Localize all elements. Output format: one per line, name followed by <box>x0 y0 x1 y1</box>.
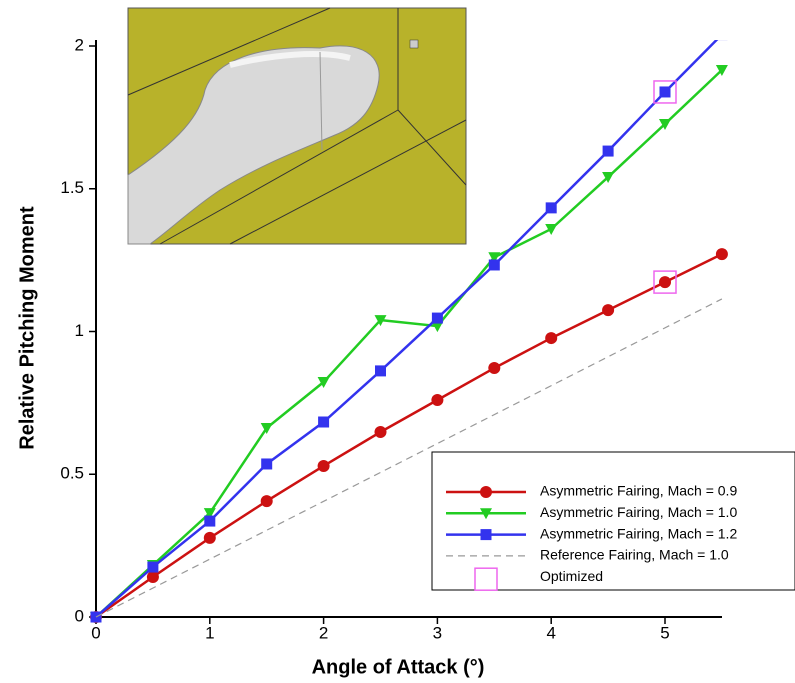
point <box>660 86 671 97</box>
point <box>488 362 500 374</box>
x-tick-label: 5 <box>660 623 669 642</box>
chart: Angle of Attack (°) Relative Pitching Mo… <box>0 0 795 683</box>
y-tick-label: 2 <box>75 35 84 54</box>
point <box>659 276 671 288</box>
y-tick-label: 1 <box>75 321 84 340</box>
point <box>603 146 614 157</box>
point <box>602 304 614 316</box>
point <box>375 426 387 438</box>
point <box>261 458 272 469</box>
legend-label: Asymmetric Fairing, Mach = 0.9 <box>540 483 737 499</box>
y-tick-label: 0.5 <box>60 464 84 483</box>
x-axis-label: Angle of Attack (°) <box>312 656 485 678</box>
point <box>489 259 500 270</box>
point <box>318 460 330 472</box>
x-tick-label: 2 <box>319 623 328 642</box>
point <box>204 532 216 544</box>
point <box>261 495 273 507</box>
point <box>432 313 443 324</box>
point <box>546 202 557 213</box>
point <box>431 394 443 406</box>
point <box>545 332 557 344</box>
point <box>716 29 727 40</box>
x-tick-label: 0 <box>91 623 100 642</box>
legend-label: Asymmetric Fairing, Mach = 1.0 <box>540 504 737 520</box>
legend-label: Asymmetric Fairing, Mach = 1.2 <box>540 525 737 541</box>
legend-label: Reference Fairing, Mach = 1.0 <box>540 547 729 563</box>
point <box>147 562 158 573</box>
x-tick-label: 1 <box>205 623 214 642</box>
legend-swatch <box>481 529 492 540</box>
x-tick-label: 4 <box>546 623 555 642</box>
point <box>318 417 329 428</box>
y-axis-label: Relative Pitching Moment <box>16 206 38 450</box>
legend-label: Optimized <box>540 568 603 584</box>
point <box>204 516 215 527</box>
legend <box>432 452 795 590</box>
inset-image <box>128 8 466 244</box>
point <box>716 248 728 260</box>
point <box>545 224 557 235</box>
point <box>147 571 159 583</box>
point <box>375 365 386 376</box>
y-tick-label: 0 <box>75 606 84 625</box>
y-tick-label: 1.5 <box>60 178 84 197</box>
x-tick-label: 3 <box>433 623 442 642</box>
legend-swatch <box>480 486 492 498</box>
